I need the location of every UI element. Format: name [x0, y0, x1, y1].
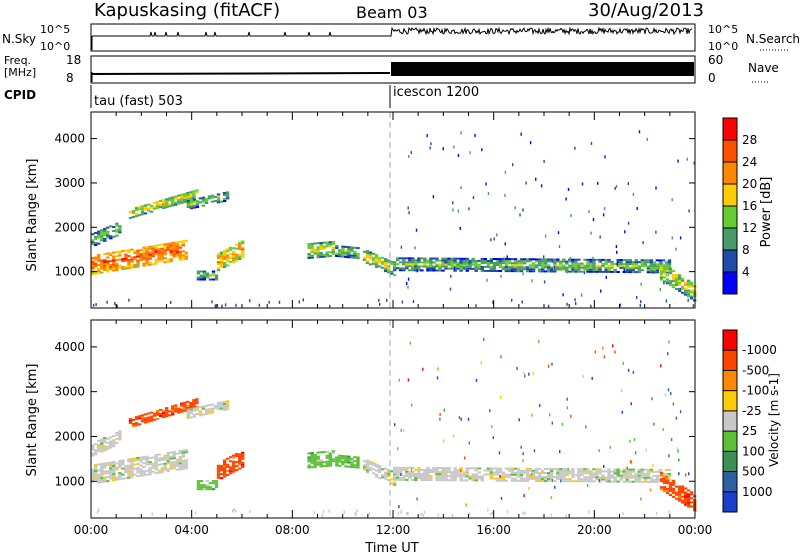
colorbar-tick-label: 100	[742, 444, 765, 458]
beam-title: Beam 03	[356, 3, 428, 22]
x-tick-label: 00:00	[74, 523, 109, 537]
velocity-colorbar: -1000 -500 -100 -25 25 100 500 1000	[722, 329, 777, 513]
power-panel: 1000 2000 3000 4000 Slant Range [km]	[25, 111, 697, 309]
power-x-ticks	[90, 112, 696, 308]
colorbar-tick-label: 500	[742, 465, 765, 479]
cpid-segment-2: icescon 1200	[393, 85, 479, 100]
y-tick-label: 1000	[54, 265, 85, 279]
colorbar-tick-label: 24	[742, 155, 757, 169]
colorbar-tick-label: -25	[742, 404, 762, 418]
nave-label: Nave	[748, 61, 779, 75]
nsky-tick-bottom: 10^0	[40, 40, 70, 53]
velocity-panel: 1000 2000 3000 4000 00:00 04:00 08:00 12:00 16:…	[25, 319, 713, 554]
nsearch-tick-top: 10^5	[708, 23, 738, 36]
freq-tick-top: 18	[66, 53, 81, 67]
nsky-trace	[91, 26, 693, 50]
nsky-tick-top: 10^5	[40, 23, 70, 36]
freq-trace	[91, 62, 694, 82]
y-tick-label: 3000	[54, 176, 85, 190]
power-y-ticks: 1000 2000 3000 4000	[54, 132, 695, 279]
x-tick-label: 20:00	[577, 523, 612, 537]
y-tick-label: 1000	[54, 474, 85, 488]
nave-tick-top: 60	[708, 53, 723, 67]
colorbar-tick-label: 28	[742, 133, 757, 147]
nsky-panel: N.Sky 10^5 10^0 10^5 10^0 N.Search	[2, 23, 800, 53]
colorbar-tick-label: -1000	[742, 343, 777, 357]
x-tick-label: 00:00	[678, 523, 713, 537]
colorbar-tick-label: -100	[742, 384, 769, 398]
freq-label-2: [MHz]	[4, 66, 36, 79]
velocity-x-ticks: 00:00 04:00 08:00 12:00 16:00 20:00 00:00	[74, 320, 713, 537]
colorbar-segment	[723, 228, 737, 250]
colorbar-segment	[723, 491, 737, 512]
x-tick-label: 16:00	[476, 523, 511, 537]
colorbar-segment	[723, 184, 737, 206]
colorbar-tick-label: 25	[742, 424, 757, 438]
colorbar-segment	[723, 370, 737, 391]
power-colorbar-label: Power [dB]	[759, 177, 774, 248]
y-tick-label: 4000	[54, 340, 85, 354]
cpid-label: CPID	[4, 88, 36, 102]
colorbar-segment	[723, 206, 737, 228]
nsearch-label: N.Search	[746, 32, 800, 46]
colorbar-tick-label: 4	[742, 265, 750, 279]
colorbar-segment	[723, 451, 737, 472]
velocity-ylabel: Slant Range [km]	[25, 364, 40, 477]
date-title: 30/Aug/2013	[588, 0, 704, 21]
colorbar-tick-label: 20	[742, 177, 757, 191]
colorbar-tick-label: 16	[742, 199, 757, 213]
x-tick-label: 12:00	[376, 523, 411, 537]
colorbar-segment	[723, 250, 737, 272]
nave-tick-bottom: 0	[708, 71, 716, 85]
y-tick-label: 2000	[54, 220, 85, 234]
freq-panel: Freq. [MHz] 18 8 60 0 Nave	[4, 53, 779, 85]
colorbar-segment	[723, 330, 737, 351]
colorbar-segment	[723, 410, 737, 432]
power-cells	[91, 130, 697, 308]
colorbar-tick-label: 1000	[742, 485, 773, 499]
station-title: Kapuskasing (fitACF)	[94, 0, 280, 21]
time-axis-label: Time UT	[364, 541, 418, 554]
nsearch-tick-bottom: 10^0	[708, 40, 738, 53]
y-tick-label: 2000	[54, 429, 85, 443]
colorbar-segment	[723, 471, 737, 492]
power-colorbar: 28 24 20 16 12 8 4	[722, 117, 757, 295]
cpid-panel: CPID tau (fast) 503 icescon 1200	[4, 85, 479, 109]
cpid-segment-1: tau (fast) 503	[94, 94, 183, 109]
colorbar-segment	[723, 431, 737, 452]
colorbar-tick-label: 8	[742, 243, 750, 257]
velocity-cells	[91, 337, 697, 518]
y-tick-label: 4000	[54, 132, 85, 146]
x-tick-label: 04:00	[174, 523, 209, 537]
velocity-y-ticks: 1000 2000 3000 4000	[54, 340, 695, 488]
colorbar-segment	[723, 162, 737, 184]
y-tick-label: 3000	[54, 385, 85, 399]
nsky-label: N.Sky	[2, 32, 36, 46]
colorbar-segment	[723, 272, 737, 294]
colorbar-segment	[723, 350, 737, 371]
colorbar-segment	[723, 118, 737, 140]
freq-label-1: Freq.	[4, 54, 31, 67]
power-ylabel: Slant Range [km]	[25, 159, 40, 272]
colorbar-tick-label: 12	[742, 221, 757, 235]
freq-tick-bottom: 8	[66, 71, 74, 85]
colorbar-segment	[723, 390, 737, 411]
x-tick-label: 08:00	[275, 523, 310, 537]
colorbar-segment	[723, 140, 737, 162]
colorbar-tick-label: -500	[742, 363, 769, 377]
velocity-colorbar-label: Velocity [m s-1]	[767, 373, 781, 467]
